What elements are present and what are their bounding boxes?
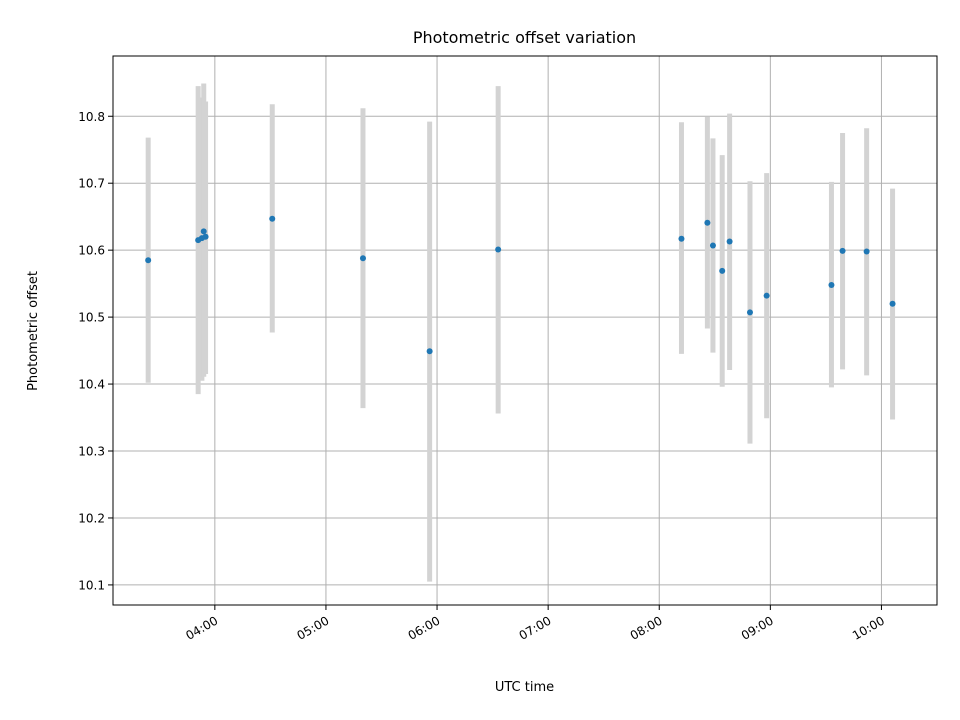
data-point (889, 300, 896, 307)
y-axis-ticks: 10.1 10.2 10.3 10.4 10.5 10.6 10.7 10.8 (78, 110, 113, 592)
data-point (709, 242, 716, 249)
data-point (426, 348, 433, 355)
y-axis-label: Photometric offset (26, 271, 41, 391)
data-point (145, 257, 152, 264)
data-point (746, 309, 753, 316)
data-point (828, 281, 835, 288)
data-point (359, 255, 366, 262)
y-tick-label: 10.8 (78, 110, 105, 124)
y-tick-label: 10.6 (78, 244, 105, 258)
data-point (726, 238, 733, 245)
x-axis-label: UTC time (495, 680, 554, 695)
data-point (678, 235, 685, 242)
data-point (202, 233, 209, 240)
data-points (145, 215, 896, 355)
grid (113, 56, 937, 605)
y-tick-label: 10.2 (78, 511, 105, 525)
data-point (704, 219, 711, 226)
data-point (839, 247, 846, 254)
chart-title: Photometric offset variation (413, 28, 636, 47)
data-point (495, 246, 502, 253)
plot-area (112, 55, 938, 606)
data-point (200, 228, 207, 235)
data-point (719, 267, 726, 274)
data-point (269, 215, 276, 222)
data-point (863, 248, 870, 255)
y-tick-label: 10.3 (78, 445, 105, 459)
y-tick-label: 10.4 (78, 378, 105, 392)
y-tick-label: 10.1 (78, 578, 105, 592)
data-point (763, 292, 770, 299)
y-tick-label: 10.5 (78, 311, 105, 325)
y-tick-label: 10.7 (78, 177, 105, 191)
